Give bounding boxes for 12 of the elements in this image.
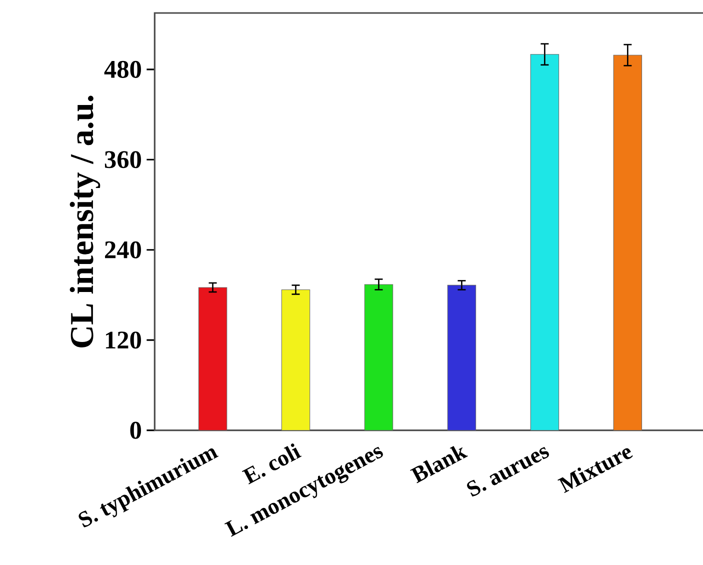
y-tick-label: 240 — [105, 241, 141, 258]
bar — [364, 284, 394, 430]
x-tick-label: S. aurues — [467, 447, 549, 496]
y-tick-label: 480 — [104, 60, 141, 78]
y-tick-label: 120 — [106, 332, 141, 349]
x-tick-label: Blank — [410, 446, 468, 484]
bar — [281, 289, 310, 430]
bar — [530, 54, 560, 430]
y-tick-label: 360 — [104, 151, 141, 168]
y-tick-label: 0 — [130, 422, 141, 439]
bar — [198, 287, 228, 430]
y-axis-title: CL intensity / a.u. — [70, 96, 100, 348]
